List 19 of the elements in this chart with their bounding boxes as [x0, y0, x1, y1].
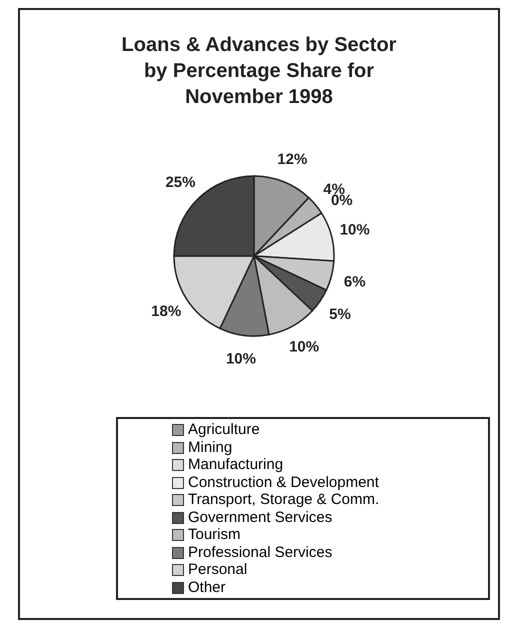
data-label: 6% [344, 273, 366, 290]
legend-label: Manufacturing [187, 456, 284, 474]
data-label: 25% [165, 174, 196, 191]
data-label: 12% [277, 150, 308, 168]
legend-label: Construction & Development [187, 474, 380, 491]
legend-label: Agriculture [187, 421, 261, 438]
data-label: 10% [226, 350, 256, 368]
data-label: 5% [329, 306, 351, 323]
legend-label: Government Services [187, 508, 334, 526]
data-label: 10% [289, 338, 320, 356]
legend-label: Mining [187, 438, 234, 456]
data-label: 10% [340, 222, 370, 239]
data-label: 18% [151, 303, 182, 320]
chart-title: Loans & Advances by Sector by Percentage Share for November 1998 [120, 33, 398, 110]
legend-label: Transport, Storage & Comm. [187, 491, 380, 508]
legend-label: Personal [187, 561, 248, 578]
legend-label: Other [187, 578, 227, 596]
legend-label: Professional Services [187, 544, 334, 561]
legend-label: Tourism [187, 526, 242, 544]
